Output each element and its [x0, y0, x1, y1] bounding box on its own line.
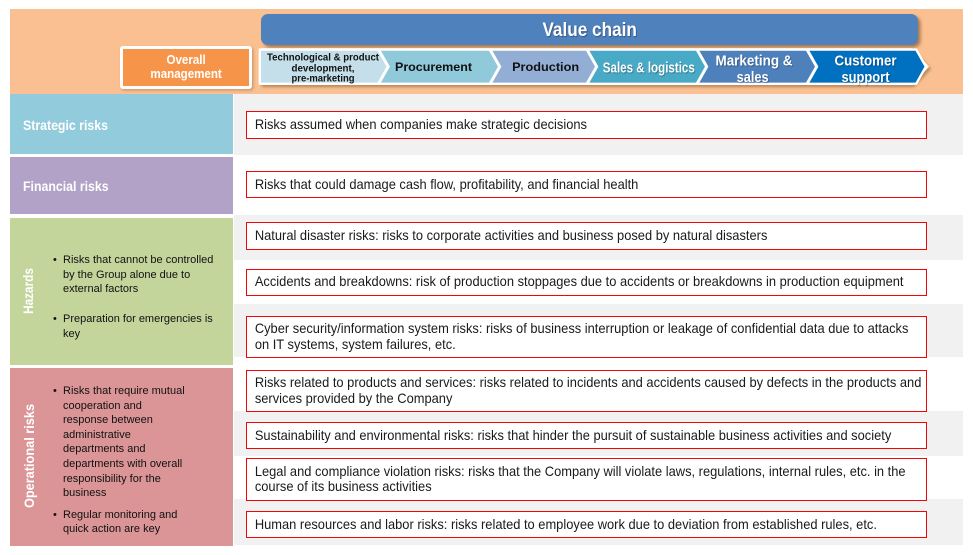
svg-text:support: support: [842, 69, 890, 86]
svg-text:sales: sales: [737, 69, 769, 86]
svg-text:Sales & logistics: Sales & logistics: [603, 60, 695, 77]
svg-text:Customer: Customer: [835, 53, 897, 70]
svg-text:Marketing &: Marketing &: [716, 53, 793, 70]
svg-text:Procurement: Procurement: [395, 60, 472, 74]
svg-text:pre-marketing: pre-marketing: [292, 74, 355, 85]
svg-text:development,: development,: [292, 63, 355, 74]
svg-text:Technological & product: Technological & product: [267, 52, 380, 63]
svg-text:Production: Production: [512, 60, 579, 74]
